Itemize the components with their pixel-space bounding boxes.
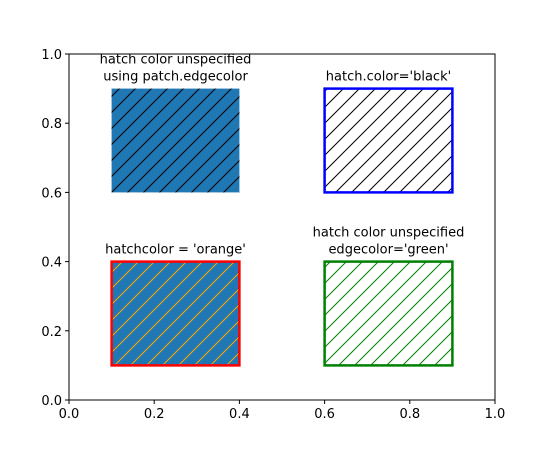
y-tick-label: 1.0 <box>41 48 62 63</box>
y-tick-label: 0.4 <box>41 256 62 271</box>
patch <box>111 88 240 193</box>
patch-hatch <box>323 260 454 367</box>
patch-hatch <box>111 88 240 193</box>
y-tick-label: 0.6 <box>41 186 62 201</box>
patch-label: using patch.edgecolor <box>103 70 248 85</box>
x-tick-label: 0.8 <box>399 407 420 422</box>
y-tick-label: 0.8 <box>41 117 62 132</box>
x-tick-label: 1.0 <box>485 407 506 422</box>
patch <box>323 260 454 367</box>
y-tick-label: 0.2 <box>41 325 62 340</box>
x-tick-label: 0.4 <box>229 407 250 422</box>
patch-hatch <box>110 260 241 367</box>
x-tick-label: 0.0 <box>59 407 80 422</box>
y-tick-label: 0.0 <box>41 394 62 409</box>
x-tick-label: 0.2 <box>144 407 165 422</box>
axes-frame <box>68 53 496 401</box>
x-tick-label: 0.6 <box>314 407 335 422</box>
patch-label: edgecolor='green' <box>328 243 448 258</box>
patch <box>110 260 241 367</box>
patch-label: hatch.color='black' <box>326 70 451 85</box>
patch-label: hatch color unspecified <box>100 53 252 68</box>
patch-label: hatchcolor = 'orange' <box>105 243 246 258</box>
patch <box>323 87 454 194</box>
patch-label: hatch color unspecified <box>313 226 465 241</box>
patch-hatch <box>323 87 454 194</box>
